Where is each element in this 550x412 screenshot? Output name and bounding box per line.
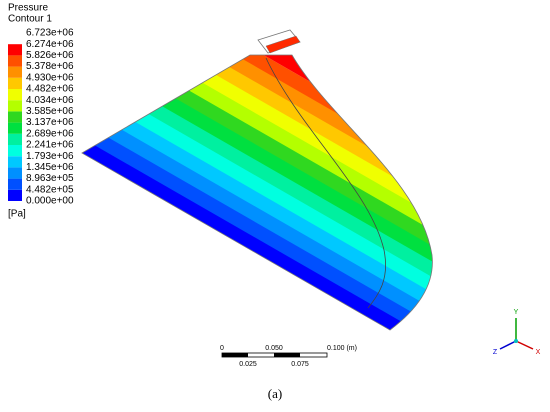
legend-label: 4.482e+06 xyxy=(26,84,74,95)
scale-label: 0.075 xyxy=(291,361,309,368)
legend-band xyxy=(8,111,22,123)
inner-edge xyxy=(265,57,386,309)
legend-bars xyxy=(8,44,22,201)
legend-label: 0.000e+00 xyxy=(26,196,74,207)
contour-band xyxy=(82,55,433,330)
legend-band xyxy=(8,133,22,145)
legend-label: 6.723e+06 xyxy=(26,28,74,39)
legend-unit: [Pa] xyxy=(8,209,26,220)
legend-band xyxy=(8,156,22,168)
contour-band xyxy=(82,55,433,274)
legend-band xyxy=(8,145,22,157)
legend-label: 3.137e+06 xyxy=(26,117,74,128)
legend-label: 5.378e+06 xyxy=(26,61,74,72)
legend-label: 3.585e+06 xyxy=(26,106,74,117)
legend-band xyxy=(8,66,22,78)
legend-label: 2.689e+06 xyxy=(26,128,74,139)
legend-label: 5.826e+06 xyxy=(26,50,74,61)
legend-band xyxy=(8,100,22,112)
legend-label: 2.241e+06 xyxy=(26,140,74,151)
legend-band xyxy=(8,55,22,67)
legend-label: 4.930e+06 xyxy=(26,72,74,83)
legend-band xyxy=(8,44,22,56)
axis-label: X xyxy=(536,349,541,356)
legend-label: 6.274e+06 xyxy=(26,39,74,50)
legend-band xyxy=(8,178,22,190)
legend-subtitle: Contour 1 xyxy=(8,14,52,25)
contour-band xyxy=(82,55,433,330)
axis-label: Z xyxy=(493,349,498,356)
inlet xyxy=(257,29,301,54)
contour-band xyxy=(82,55,433,330)
contour-band xyxy=(82,55,433,321)
contour xyxy=(82,55,433,330)
caption: (a) xyxy=(268,386,282,401)
legend-band xyxy=(8,122,22,134)
axis-triad xyxy=(499,318,534,350)
scale-label: 0.025 xyxy=(239,361,257,368)
legend-label: 8.963e+05 xyxy=(26,173,74,184)
legend-label: 1.345e+06 xyxy=(26,162,74,173)
legend-band xyxy=(8,77,22,89)
scale-label: 0.050 xyxy=(265,345,283,352)
legend-band xyxy=(8,89,22,101)
contour-band xyxy=(82,55,433,263)
scale-label: 0 xyxy=(220,345,224,352)
legend-band xyxy=(8,167,22,179)
contour-band xyxy=(82,55,433,286)
legend-label: 4.482e+05 xyxy=(26,184,74,195)
legend-labels: 6.723e+066.274e+065.826e+065.378e+064.93… xyxy=(26,28,74,207)
legend-band xyxy=(8,189,22,201)
scale-label: 0.100 (m) xyxy=(327,345,357,352)
legend-label: 4.034e+06 xyxy=(26,95,74,106)
axis-label: Y xyxy=(514,309,519,316)
contour-band xyxy=(82,55,433,330)
outline xyxy=(81,54,433,331)
legend-label: 1.793e+06 xyxy=(26,151,74,162)
legend-title: Pressure xyxy=(8,3,48,14)
scale-bar xyxy=(221,352,328,358)
